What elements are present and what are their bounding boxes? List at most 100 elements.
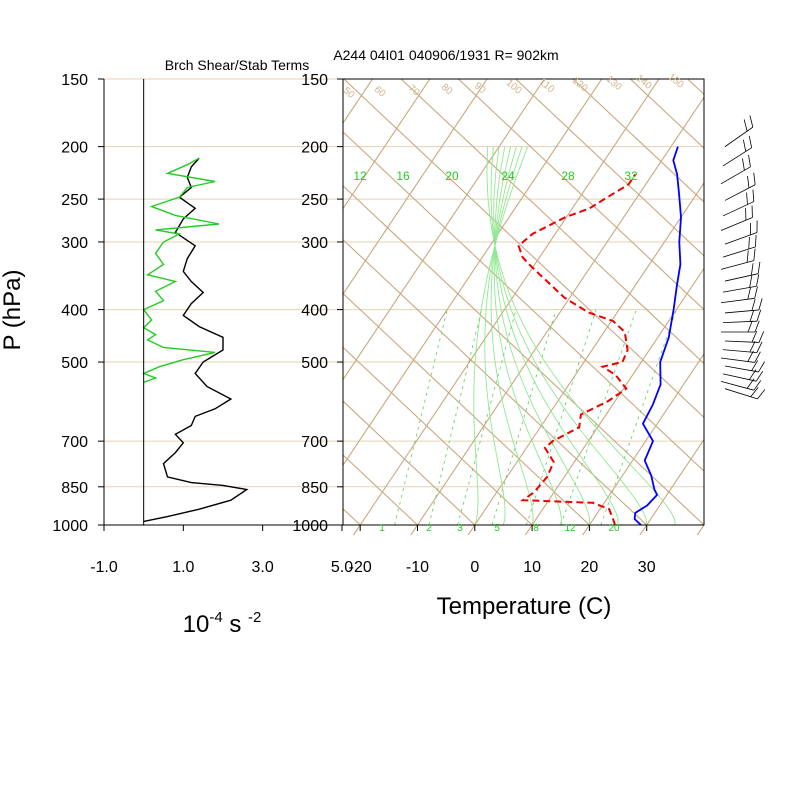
wind-barb-flag	[748, 154, 751, 167]
wind-barb-flag	[754, 351, 761, 363]
wind-barbs	[720, 115, 766, 400]
dry-adiabat-label: 150	[666, 72, 686, 91]
dry-adiabat	[400, 79, 704, 365]
moist-adiabat	[493, 146, 562, 526]
wind-barb-staff	[722, 373, 757, 382]
wind-barb-flag	[742, 158, 745, 171]
wind-barb-staff	[720, 357, 755, 363]
mixing-ratio-bottom-label: 5	[494, 523, 500, 534]
isotherm	[0, 63, 269, 537]
mixing-ratio-label: 20	[445, 169, 459, 183]
right-x-tick-label: 10	[523, 559, 541, 576]
dry-adiabat	[0, 79, 303, 525]
left-y-tick-label: 200	[61, 140, 88, 157]
dry-adiabat	[343, 238, 648, 526]
left-x-tick-label: -1.0	[90, 559, 118, 576]
mixing-ratio-line	[600, 309, 677, 526]
right-y-tick-label: 150	[301, 72, 328, 89]
dry-adiabat-label: 130	[604, 74, 624, 93]
isotherm	[343, 79, 488, 296]
wind-barb-staff	[720, 260, 754, 270]
mixing-ratio-line	[457, 309, 517, 526]
left-x-tick-label: 1.0	[172, 559, 194, 576]
left-x-axis-label: 10-4 s -2	[183, 609, 262, 638]
moist-adiabat	[484, 146, 523, 526]
wind-barb-flag	[747, 320, 753, 333]
left-y-tick-label: 150	[61, 72, 88, 89]
shear-series-0-line	[143, 157, 249, 523]
dry-adiabat-label: 80	[439, 82, 455, 98]
wind-barb-flag	[747, 350, 754, 362]
wind-barb-flag	[752, 189, 755, 202]
wind-barb-flag	[758, 298, 763, 311]
wind-barb-flag	[747, 287, 751, 300]
mixing-ratio-bottom-label: 8	[533, 523, 539, 534]
mixing-ratio-label: 12	[353, 169, 367, 183]
mixing-ratio-bottom-label: 20	[608, 523, 620, 534]
wind-barb-staff	[724, 388, 758, 400]
wind-barb-flag	[746, 192, 748, 205]
wind-barb-staff	[724, 232, 758, 245]
skewt-background	[0, 63, 800, 537]
moist-adiabat	[493, 146, 619, 526]
right-x-tick-label: -10	[406, 559, 429, 576]
wind-barb-flag	[743, 119, 748, 132]
wind-barb-flag	[751, 330, 758, 343]
wind-barb-flag	[750, 387, 759, 398]
mixing-ratio-label: 28	[561, 169, 575, 183]
left-x-tick-label: 5.0	[331, 559, 353, 576]
moist-adiabat	[473, 146, 529, 526]
dry-adiabat	[343, 79, 704, 419]
isotherm	[352, 79, 660, 535]
isotherm	[343, 79, 603, 467]
skewt-dewpoint-line	[517, 173, 637, 526]
right-x-tick-label: -20	[349, 559, 372, 576]
wind-barb-flag	[751, 360, 759, 371]
dry-adiabat	[343, 400, 476, 526]
dry-adiabat-label: 100	[504, 78, 524, 97]
wind-barb-flag	[758, 361, 765, 373]
mixing-ratio-line	[394, 309, 448, 526]
isotherm	[0, 63, 211, 537]
dry-adiabat	[687, 79, 704, 96]
mixing-ratio-bottom-label: 3	[457, 523, 463, 534]
right-y-tick-label: 200	[301, 140, 328, 157]
wind-barb-flag	[749, 275, 753, 288]
left-y-tick-label: 250	[61, 192, 88, 209]
wind-barb-flag	[746, 250, 749, 263]
wind-barb-staff	[724, 273, 759, 282]
isotherm	[343, 79, 374, 125]
wind-barb-flag	[748, 237, 750, 250]
wind-barb-flag	[748, 135, 753, 148]
isotherm	[410, 96, 704, 535]
skewt-frame	[342, 78, 705, 526]
right-chart-title: A244 04I01 040906/1931 R= 902km	[333, 47, 558, 63]
dry-adiabat	[343, 292, 590, 526]
y-axis-label: P (hPa)	[0, 270, 26, 351]
wind-barb-staff	[722, 246, 756, 258]
wind-barb-staff	[724, 126, 754, 147]
dry-adiabat	[745, 79, 800, 525]
isotherm	[696, 524, 704, 535]
moist-adiabat	[490, 146, 534, 526]
wind-barb-flag	[753, 172, 756, 185]
dry-adiabat-label: 60	[372, 84, 388, 100]
dry-adiabat	[572, 79, 704, 203]
shear-series-1-line	[141, 157, 220, 383]
wind-barb-flag	[754, 320, 760, 333]
mixing-ratio-bottom-label: 2	[426, 523, 432, 534]
right-y-tick-label: 500	[301, 355, 328, 372]
wind-barb-staff	[724, 184, 756, 201]
shear-stability-plot	[141, 157, 249, 523]
wind-barb-staff	[722, 320, 757, 324]
right-y-tick-label: 400	[301, 303, 328, 320]
wind-barb-flag	[755, 234, 757, 247]
dry-adiabat	[458, 79, 704, 311]
right-x-tick-label: 30	[638, 559, 656, 576]
mixing-ratio-label: 32	[624, 169, 638, 183]
wind-barb-flag	[757, 261, 761, 274]
left-y-tick-label: 700	[61, 434, 88, 451]
wind-barb-flag	[756, 274, 760, 287]
right-x-tick-label: 0	[470, 559, 479, 576]
right-y-tick-label: 850	[301, 480, 328, 497]
